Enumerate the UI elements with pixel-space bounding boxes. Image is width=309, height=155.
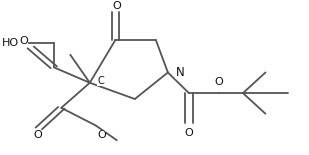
Text: O: O [97,130,106,140]
Text: O: O [214,77,223,87]
Text: O: O [184,128,193,138]
Text: N: N [176,66,184,79]
Text: O: O [19,36,28,46]
Text: HO: HO [2,38,19,48]
Text: O: O [112,1,121,11]
Text: C: C [97,76,104,86]
Text: O: O [33,130,42,140]
